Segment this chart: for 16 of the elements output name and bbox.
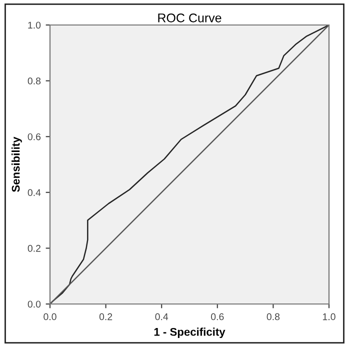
chart-title: ROC Curve (158, 13, 222, 22)
x-tick-label: 0.4 (155, 313, 168, 320)
x-tick-label: 0.8 (266, 313, 280, 320)
y-axis-title: Sensibility (12, 136, 22, 192)
y-tick-label: 0.4 (28, 189, 41, 196)
y-tick-label: 0.8 (28, 78, 41, 84)
x-tick-label: 0.6 (211, 313, 224, 320)
y-tick-label: 0.2 (28, 244, 40, 252)
line-series (50, 25, 329, 304)
y-tick-label: 0.6 (28, 133, 41, 140)
y-tick-label: 0.0 (28, 300, 41, 308)
y-tick-label: 1.0 (28, 22, 41, 29)
x-tick-label: 1.0 (322, 313, 336, 320)
x-tick-label: 0.2 (99, 313, 112, 320)
x-tick-label: 0.0 (44, 313, 56, 320)
x-axis-title: 1 - Specificity (154, 328, 226, 338)
